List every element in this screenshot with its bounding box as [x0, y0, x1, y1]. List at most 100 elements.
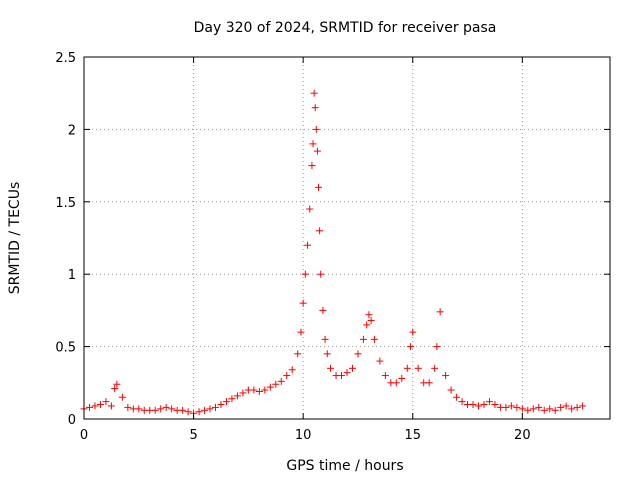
x-tick-label: 20	[514, 428, 531, 443]
data-point	[453, 393, 461, 401]
data-point	[359, 335, 367, 343]
data-point	[124, 403, 132, 411]
data-point	[184, 408, 192, 416]
data-point	[315, 183, 323, 191]
data-point	[283, 372, 291, 380]
y-axis-label: SRMTID / TECUs	[7, 182, 23, 295]
data-point	[540, 406, 548, 414]
data-point	[485, 398, 493, 406]
data-points	[80, 89, 587, 417]
data-point	[365, 311, 373, 319]
data-point	[272, 380, 280, 388]
data-point	[299, 299, 307, 307]
y-tick-label: 0.5	[55, 341, 76, 356]
data-point	[313, 147, 321, 155]
plot-frame	[83, 56, 611, 420]
data-point	[363, 321, 371, 329]
data-point	[343, 369, 351, 377]
data-point	[308, 162, 316, 170]
data-point	[319, 306, 327, 314]
data-point	[502, 403, 510, 411]
data-point	[354, 350, 362, 358]
data-point	[301, 270, 309, 278]
data-point	[376, 357, 384, 365]
data-point	[157, 405, 165, 413]
data-point	[91, 402, 99, 410]
data-point	[113, 380, 121, 388]
data-point	[304, 241, 312, 249]
data-point	[513, 403, 521, 411]
data-point	[162, 403, 170, 411]
data-point	[546, 405, 554, 413]
data-point	[367, 317, 375, 325]
data-point	[206, 405, 214, 413]
data-point	[414, 364, 422, 372]
data-point	[277, 377, 285, 385]
data-point	[309, 140, 317, 148]
data-point	[425, 379, 433, 387]
data-point	[507, 402, 515, 410]
x-tick-label: 0	[80, 428, 88, 443]
data-point	[442, 372, 450, 380]
data-point	[266, 383, 274, 391]
data-point	[317, 270, 325, 278]
data-point	[261, 386, 269, 394]
x-axis-label: GPS time / hours	[286, 458, 403, 474]
data-point	[312, 125, 320, 133]
data-point	[96, 401, 104, 409]
y-tick-label: 1.5	[55, 196, 76, 211]
data-point	[348, 364, 356, 372]
data-point	[228, 395, 236, 403]
data-point	[338, 372, 346, 380]
data-point	[398, 374, 406, 382]
data-point	[436, 308, 444, 316]
data-point	[179, 406, 187, 414]
data-point	[524, 406, 532, 414]
data-point	[168, 405, 176, 413]
data-point	[239, 389, 247, 397]
x-tick-label: 15	[404, 428, 421, 443]
data-point	[562, 402, 570, 410]
y-tick-label: 2.5	[55, 51, 76, 66]
data-point	[579, 402, 587, 410]
data-point	[475, 402, 482, 410]
data-point	[407, 343, 415, 351]
data-point	[310, 89, 318, 97]
data-point	[222, 398, 230, 406]
data-point	[381, 372, 389, 380]
data-point	[327, 364, 335, 372]
data-point	[151, 406, 159, 414]
y-tick-label: 2	[68, 123, 76, 138]
data-point	[111, 385, 119, 393]
data-point	[250, 386, 258, 394]
y-tick-label: 1	[68, 268, 76, 283]
y-tick-label: 0	[68, 413, 76, 428]
data-point	[458, 398, 466, 406]
data-point	[551, 406, 559, 414]
data-point	[431, 364, 439, 372]
data-point	[85, 403, 93, 411]
data-point	[535, 403, 543, 411]
data-point	[294, 350, 302, 358]
data-point	[529, 405, 537, 413]
data-point	[491, 401, 499, 409]
x-tick-label: 10	[295, 428, 312, 443]
data-point	[392, 379, 400, 387]
data-point	[217, 401, 225, 409]
data-point	[135, 405, 143, 413]
data-point	[288, 366, 296, 374]
data-point	[297, 328, 305, 336]
data-point	[557, 403, 565, 411]
data-point	[323, 350, 331, 358]
data-point	[306, 205, 314, 213]
data-point	[195, 408, 203, 416]
data-point	[201, 406, 209, 414]
data-point	[316, 227, 324, 235]
data-point	[433, 343, 441, 351]
data-point	[107, 402, 115, 410]
data-point	[480, 401, 488, 409]
x-tick-label: 5	[189, 428, 197, 443]
data-point	[102, 398, 110, 406]
data-point	[212, 403, 219, 411]
